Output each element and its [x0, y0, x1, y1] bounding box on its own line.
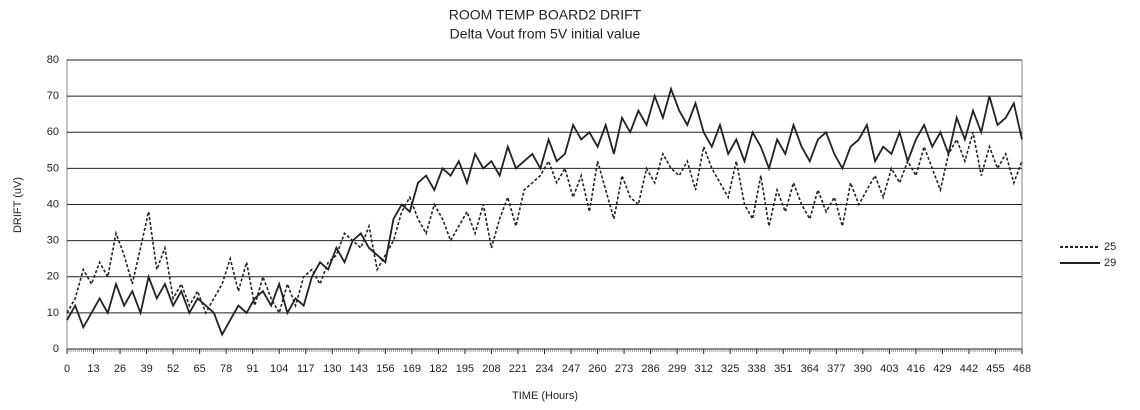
- x-tick-label: 273: [615, 363, 633, 375]
- x-tick-label: 52: [167, 363, 179, 375]
- x-tick-label: 442: [960, 363, 978, 375]
- y-tick-label: 10: [47, 307, 59, 319]
- x-tick-label: 169: [403, 363, 421, 375]
- x-tick-label: 195: [456, 363, 474, 375]
- x-tick-label: 260: [588, 363, 606, 375]
- x-tick-label: 221: [509, 363, 527, 375]
- y-tick-label: 0: [53, 343, 59, 355]
- x-tick-label: 338: [748, 363, 766, 375]
- series-line: [66, 86, 1023, 337]
- x-tick-label: 26: [114, 363, 126, 375]
- x-tick-label: 247: [562, 363, 580, 375]
- x-tick-label: 312: [694, 363, 712, 375]
- y-tick-label: 60: [47, 126, 59, 138]
- x-tick-label: 156: [376, 363, 394, 375]
- x-tick-label: 208: [482, 363, 500, 375]
- x-tick-label: 377: [827, 363, 845, 375]
- x-tick-label: 182: [429, 363, 447, 375]
- x-tick-label: 13: [87, 363, 99, 375]
- y-tick-label: 80: [47, 54, 59, 66]
- x-tick-label: 286: [641, 363, 659, 375]
- x-tick-label: 78: [220, 363, 232, 375]
- x-tick-label: 364: [801, 363, 819, 375]
- x-tick-label: 143: [350, 363, 368, 375]
- x-axis-label: TIME (Hours): [512, 390, 578, 402]
- x-tick-label: 65: [194, 363, 206, 375]
- chart-subtitle: Delta Vout from 5V initial value: [450, 26, 641, 42]
- x-tick-label: 299: [668, 363, 686, 375]
- x-tick-label: 325: [721, 363, 739, 375]
- y-tick-label: 40: [47, 198, 59, 210]
- x-tick-label: 117: [297, 363, 315, 375]
- x-tick-label: 455: [986, 363, 1004, 375]
- y-tick-label: 50: [47, 162, 59, 174]
- y-tick-label: 70: [47, 90, 59, 102]
- legend-label: 29: [1104, 257, 1116, 269]
- x-tick-label: 91: [247, 363, 259, 375]
- chart-title: ROOM TEMP BOARD2 DRIFT: [449, 7, 642, 23]
- x-tick-label: 390: [854, 363, 872, 375]
- x-tick-label: 0: [64, 363, 70, 375]
- x-tick-label: 104: [270, 363, 288, 375]
- x-tick-label: 416: [907, 363, 925, 375]
- series-line: [66, 132, 1023, 315]
- x-tick-label: 130: [323, 363, 341, 375]
- x-tick-label: 351: [774, 363, 792, 375]
- x-tick-label: 429: [933, 363, 951, 375]
- x-tick-label: 468: [1013, 363, 1031, 375]
- legend-label: 25: [1104, 241, 1116, 253]
- x-tick-label: 234: [535, 363, 553, 375]
- x-tick-label: 39: [140, 363, 152, 375]
- y-tick-label: 20: [47, 271, 59, 283]
- y-axis-label: DRIFT (uV): [12, 177, 24, 233]
- x-tick-label: 403: [880, 363, 898, 375]
- y-tick-label: 30: [47, 235, 59, 247]
